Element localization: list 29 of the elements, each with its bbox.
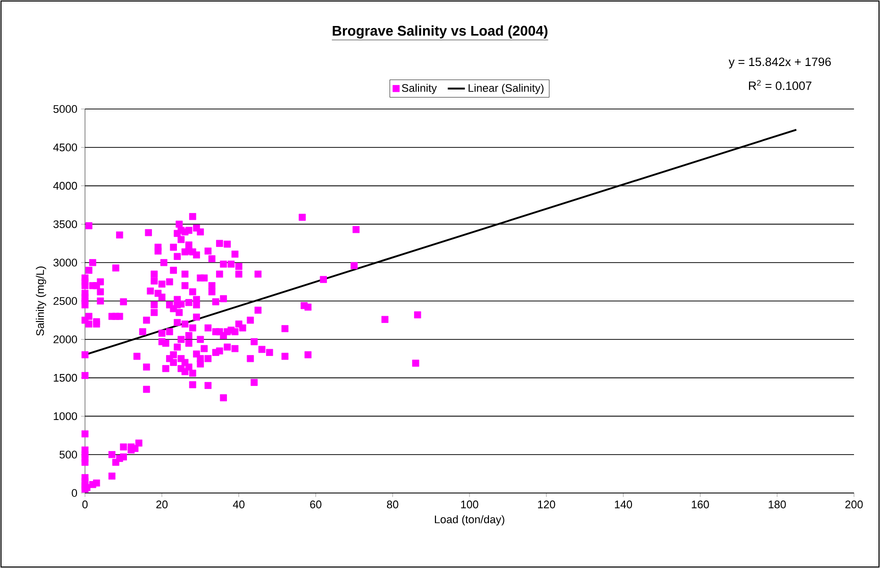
legend-label: Salinity [402,84,437,94]
x-tick-label: 20 [156,500,168,508]
x-tick-label: 200 [845,500,863,508]
y-tick-label: 1000 [54,412,78,420]
y-tick-label: 3500 [53,220,78,228]
x-axis-title: Load (ton/day) [434,515,504,526]
y-tick-label: 5000 [53,105,78,113]
x-tick-label: 120 [538,500,556,508]
y-tick-label: 4500 [53,144,78,152]
chart-title: Brograve Salinity vs Load (2004) [332,25,548,39]
x-tick-label: 100 [461,500,478,508]
y-tick-label: 2000 [54,336,78,344]
y-tick-label: 4000 [53,182,78,190]
x-tick-label: 40 [232,500,244,508]
x-tick-label: 160 [692,500,709,508]
x-tick-label: 80 [386,500,398,508]
y-axis-title: Salinity (mg/L) [36,266,46,336]
x-tick-label: 60 [310,500,322,508]
y-tick-label: 3000 [53,258,78,266]
text: R$^{2}$ = 0.1007 [749,80,812,90]
text: y = 15.842x + 1796 [728,58,831,68]
y-tick-label: 500 [60,450,78,458]
y-tick-label: 1500 [54,374,78,382]
x-tick-label: 180 [768,500,786,508]
x-tick-label: 140 [614,500,632,508]
y-tick-label: 0 [72,489,78,497]
legend-label: Linear (Salinity) [468,84,544,94]
y-tick-label: 2500 [54,297,78,305]
x-tick-label: 0 [82,500,88,508]
